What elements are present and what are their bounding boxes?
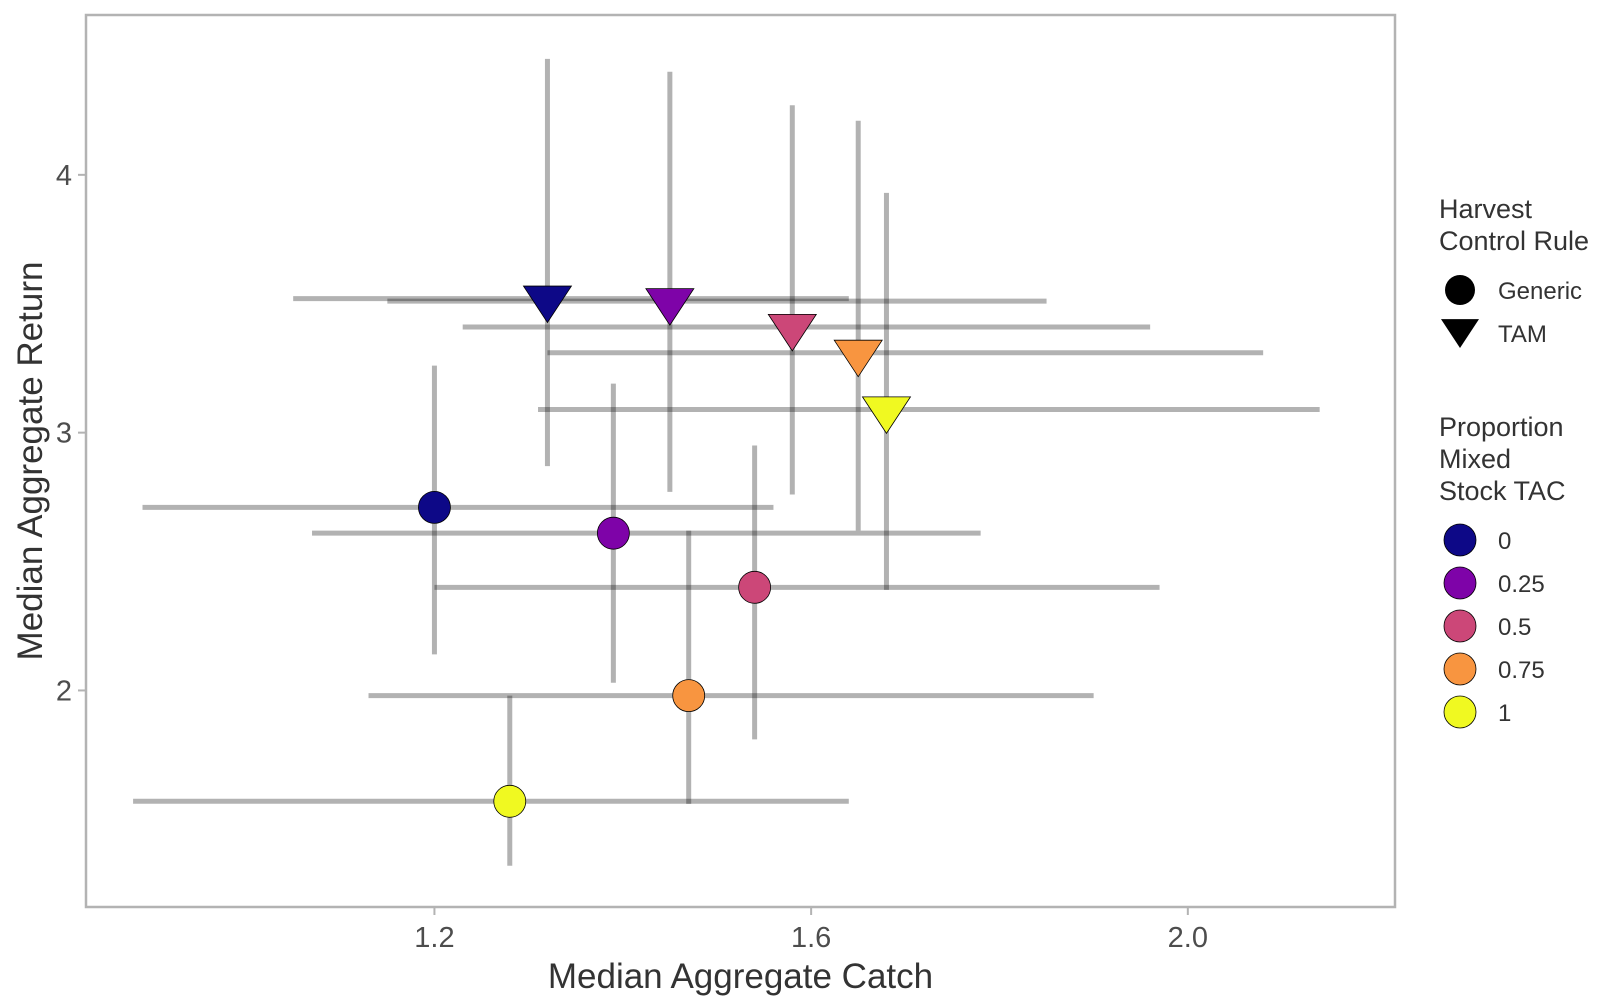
point-generic xyxy=(418,491,451,524)
plot-panel xyxy=(84,13,1397,909)
legend-color-label: 0.75 xyxy=(1498,657,1545,684)
point-tam xyxy=(833,339,883,378)
x-tick-label: 2.0 xyxy=(1168,922,1208,954)
legend-key-color xyxy=(1443,566,1477,600)
point-generic xyxy=(672,679,706,713)
legend-key-triangle xyxy=(1441,319,1479,348)
y-tick-label: 2 xyxy=(56,675,72,707)
legend-color-title: Mixed xyxy=(1439,444,1511,474)
markers xyxy=(418,285,912,818)
legend-shape-label: TAM xyxy=(1498,321,1547,348)
legend-key-color xyxy=(1443,609,1477,643)
x-tick-label: 1.2 xyxy=(414,922,454,954)
legend-key-color xyxy=(1443,652,1477,686)
legend-color-label: 1 xyxy=(1498,700,1511,727)
legend-color-label: 0.25 xyxy=(1498,571,1545,598)
legend-shape-title: Control Rule xyxy=(1439,226,1589,256)
point-generic xyxy=(493,784,527,818)
legend-key-circle xyxy=(1445,275,1475,305)
point-tam xyxy=(861,396,912,435)
point-generic xyxy=(738,570,772,604)
point-tam xyxy=(522,285,573,324)
x-tick-label: 1.6 xyxy=(791,922,831,954)
panel-border xyxy=(84,13,1397,909)
legend-color-title: Stock TAC xyxy=(1439,476,1566,506)
legend-color-label: 0.5 xyxy=(1498,614,1531,641)
point-tam xyxy=(645,288,695,326)
x-axis: 1.2 1.6 2.0 xyxy=(414,907,1208,954)
legend-color-title: Proportion xyxy=(1439,412,1564,442)
y-axis-title: Median Aggregate Return xyxy=(11,262,50,661)
point-generic xyxy=(596,516,630,550)
legend-key-color xyxy=(1443,695,1477,729)
legend-color-label: 0 xyxy=(1498,528,1511,555)
y-tick-label: 4 xyxy=(56,160,72,192)
point-tam xyxy=(767,314,818,352)
legend-shape-title: Harvest xyxy=(1439,194,1533,224)
y-axis: 2 3 4 xyxy=(56,160,86,707)
legend-shape-label: Generic xyxy=(1498,278,1582,305)
y-tick-label: 3 xyxy=(56,418,72,450)
x-axis-title: Median Aggregate Catch xyxy=(548,957,933,996)
legend-key-color xyxy=(1443,523,1477,557)
